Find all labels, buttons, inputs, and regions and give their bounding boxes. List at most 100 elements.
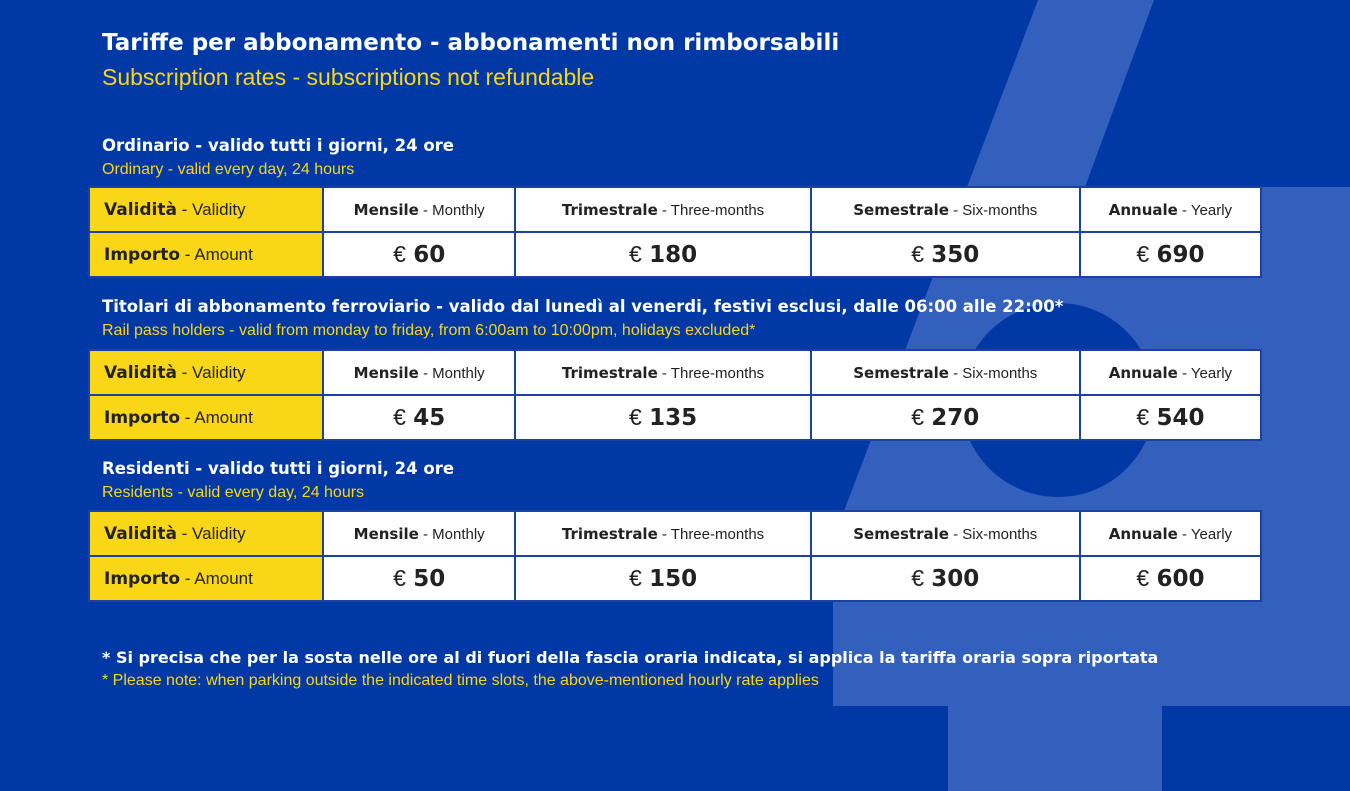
section-title: Ordinario - valido tutti i giorni, 24 or… [102,136,455,155]
validity-label: Validità - Validity [88,186,324,233]
period-cell: Trimestrale - Three-months [514,349,812,396]
period-it: Mensile [353,524,419,543]
period-en: - Six-months [948,525,1038,543]
price-value: 150 [649,566,698,592]
label-it: Importo [104,407,181,428]
period-cell: Mensile - Monthly [321,510,517,557]
price-cell: € 45 [321,394,517,441]
section-subtitle: Rail pass holders - valid from monday to… [102,322,756,339]
price-cell: € 180 [514,231,812,278]
price-value: 270 [931,405,980,431]
price-cell: € 60 [321,231,517,278]
period-cell: Annuale - Yearly [1078,349,1263,396]
price-value: 60 [413,242,446,268]
period-cell: Annuale - Yearly [1078,510,1263,557]
period-it: Semestrale [853,363,949,382]
period-it: Mensile [353,363,419,382]
section-subtitle: Ordinary - valid every day, 24 hours [102,161,355,178]
price-cell: € 270 [809,394,1081,441]
price-value: 350 [931,242,980,268]
label-en: - Amount [180,568,253,588]
period-en: - Yearly [1177,364,1233,382]
label-it: Validità [104,523,177,544]
price-cell: € 50 [321,555,517,602]
amount-row: Importo - Amount € 50 € 150 € 300 € 600 [88,555,1263,602]
euro-sign: € [911,404,924,430]
period-en: - Monthly [418,201,485,219]
euro-sign: € [911,565,924,591]
validity-row: Validità - Validity Mensile - Monthly Trim… [88,349,1263,396]
price-value: 50 [413,566,446,592]
validity-row: Validità - Validity Mensile - Monthly Trim… [88,186,1263,233]
footnote-english: * Please note: when parking outside the … [102,672,819,689]
validity-label: Validità - Validity [88,349,324,396]
period-cell: Semestrale - Six-months [809,349,1081,396]
euro-sign: € [1136,565,1150,591]
period-en: - Monthly [418,525,485,543]
period-cell: Mensile - Monthly [321,349,517,396]
period-it: Semestrale [853,524,949,543]
period-cell: Trimestrale - Three-months [514,510,812,557]
amount-label: Importo - Amount [88,394,324,441]
period-en: - Yearly [1177,525,1233,543]
label-it: Importo [104,244,181,265]
period-en: - Three-months [657,201,765,219]
period-it: Mensile [353,200,419,219]
price-cell: € 600 [1078,555,1263,602]
period-cell: Annuale - Yearly [1078,186,1263,233]
amount-label: Importo - Amount [88,555,324,602]
price-cell: € 300 [809,555,1081,602]
price-value: 45 [413,405,446,431]
label-en: - Validity [176,362,246,382]
label-en: - Validity [176,523,246,543]
amount-row: Importo - Amount € 60 € 180 € 350 € 690 [88,231,1263,278]
euro-sign: € [393,404,406,430]
validity-label: Validità - Validity [88,510,324,557]
period-it: Annuale [1108,363,1178,382]
price-cell: € 540 [1078,394,1263,441]
rate-table: Validità - Validity Mensile - Monthly Trim… [88,510,1263,602]
label-it: Validità [104,362,177,383]
price-value: 135 [649,405,698,431]
period-it: Trimestrale [561,363,658,382]
period-it: Trimestrale [561,524,658,543]
label-it: Importo [104,568,181,589]
price-value: 600 [1156,566,1205,592]
rate-table: Validità - Validity Mensile - Monthly Trim… [88,186,1263,278]
validity-row: Validità - Validity Mensile - Monthly Trim… [88,510,1263,557]
price-cell: € 135 [514,394,812,441]
label-it: Validità [104,199,177,220]
price-cell: € 350 [809,231,1081,278]
section-subtitle: Residents - valid every day, 24 hours [102,484,365,501]
amount-row: Importo - Amount € 45 € 135 € 270 € 540 [88,394,1263,441]
price-cell: € 690 [1078,231,1263,278]
rate-table: Validità - Validity Mensile - Monthly Trim… [88,349,1263,441]
label-en: - Amount [180,407,253,427]
period-en: - Six-months [948,201,1038,219]
period-it: Annuale [1108,200,1178,219]
period-en: - Three-months [657,364,765,382]
period-cell: Mensile - Monthly [321,186,517,233]
price-value: 540 [1156,405,1205,431]
amount-label: Importo - Amount [88,231,324,278]
period-it: Trimestrale [561,200,658,219]
period-en: - Three-months [657,525,765,543]
period-cell: Semestrale - Six-months [809,510,1081,557]
euro-sign: € [628,241,642,267]
section-title: Titolari di abbonamento ferroviario - va… [102,297,1064,316]
section-title: Residenti - valido tutti i giorni, 24 or… [102,459,455,478]
euro-sign: € [628,404,642,430]
euro-sign: € [1136,404,1150,430]
period-en: - Yearly [1177,201,1233,219]
period-en: - Monthly [418,364,485,382]
euro-sign: € [911,241,924,267]
period-cell: Trimestrale - Three-months [514,186,812,233]
label-en: - Amount [180,244,253,264]
euro-sign: € [628,565,642,591]
price-value: 300 [931,566,980,592]
period-it: Semestrale [853,200,949,219]
price-cell: € 150 [514,555,812,602]
label-en: - Validity [176,199,246,219]
price-value: 180 [649,242,698,268]
euro-sign: € [393,241,406,267]
